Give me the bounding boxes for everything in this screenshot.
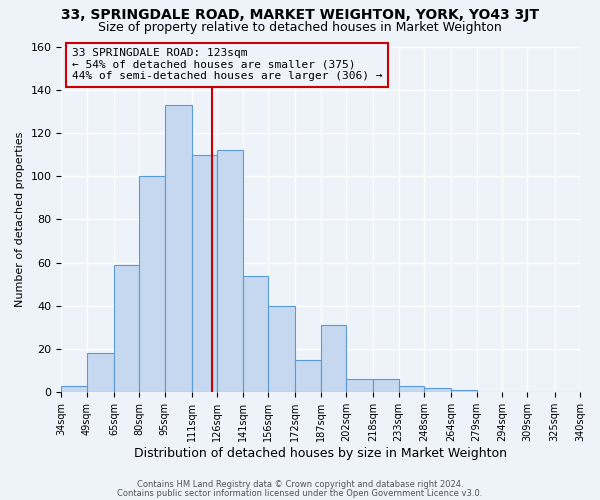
Bar [61,386,87,392]
Bar [346,380,373,392]
Bar [373,380,398,392]
Bar [217,150,243,392]
Bar [295,360,321,392]
Bar [398,386,424,392]
Bar [114,265,139,392]
Bar [321,326,346,392]
Bar [139,176,165,392]
Bar [268,306,295,392]
Bar [451,390,476,392]
Bar [87,354,114,393]
Bar [424,388,451,392]
X-axis label: Distribution of detached houses by size in Market Weighton: Distribution of detached houses by size … [134,447,507,460]
Text: Contains public sector information licensed under the Open Government Licence v3: Contains public sector information licen… [118,488,482,498]
Bar [165,105,192,393]
Y-axis label: Number of detached properties: Number of detached properties [15,132,25,307]
Text: Contains HM Land Registry data © Crown copyright and database right 2024.: Contains HM Land Registry data © Crown c… [137,480,463,489]
Bar [243,276,268,392]
Text: 33, SPRINGDALE ROAD, MARKET WEIGHTON, YORK, YO43 3JT: 33, SPRINGDALE ROAD, MARKET WEIGHTON, YO… [61,8,539,22]
Text: Size of property relative to detached houses in Market Weighton: Size of property relative to detached ho… [98,21,502,34]
Text: 33 SPRINGDALE ROAD: 123sqm
← 54% of detached houses are smaller (375)
44% of sem: 33 SPRINGDALE ROAD: 123sqm ← 54% of deta… [72,48,382,82]
Bar [192,154,217,392]
